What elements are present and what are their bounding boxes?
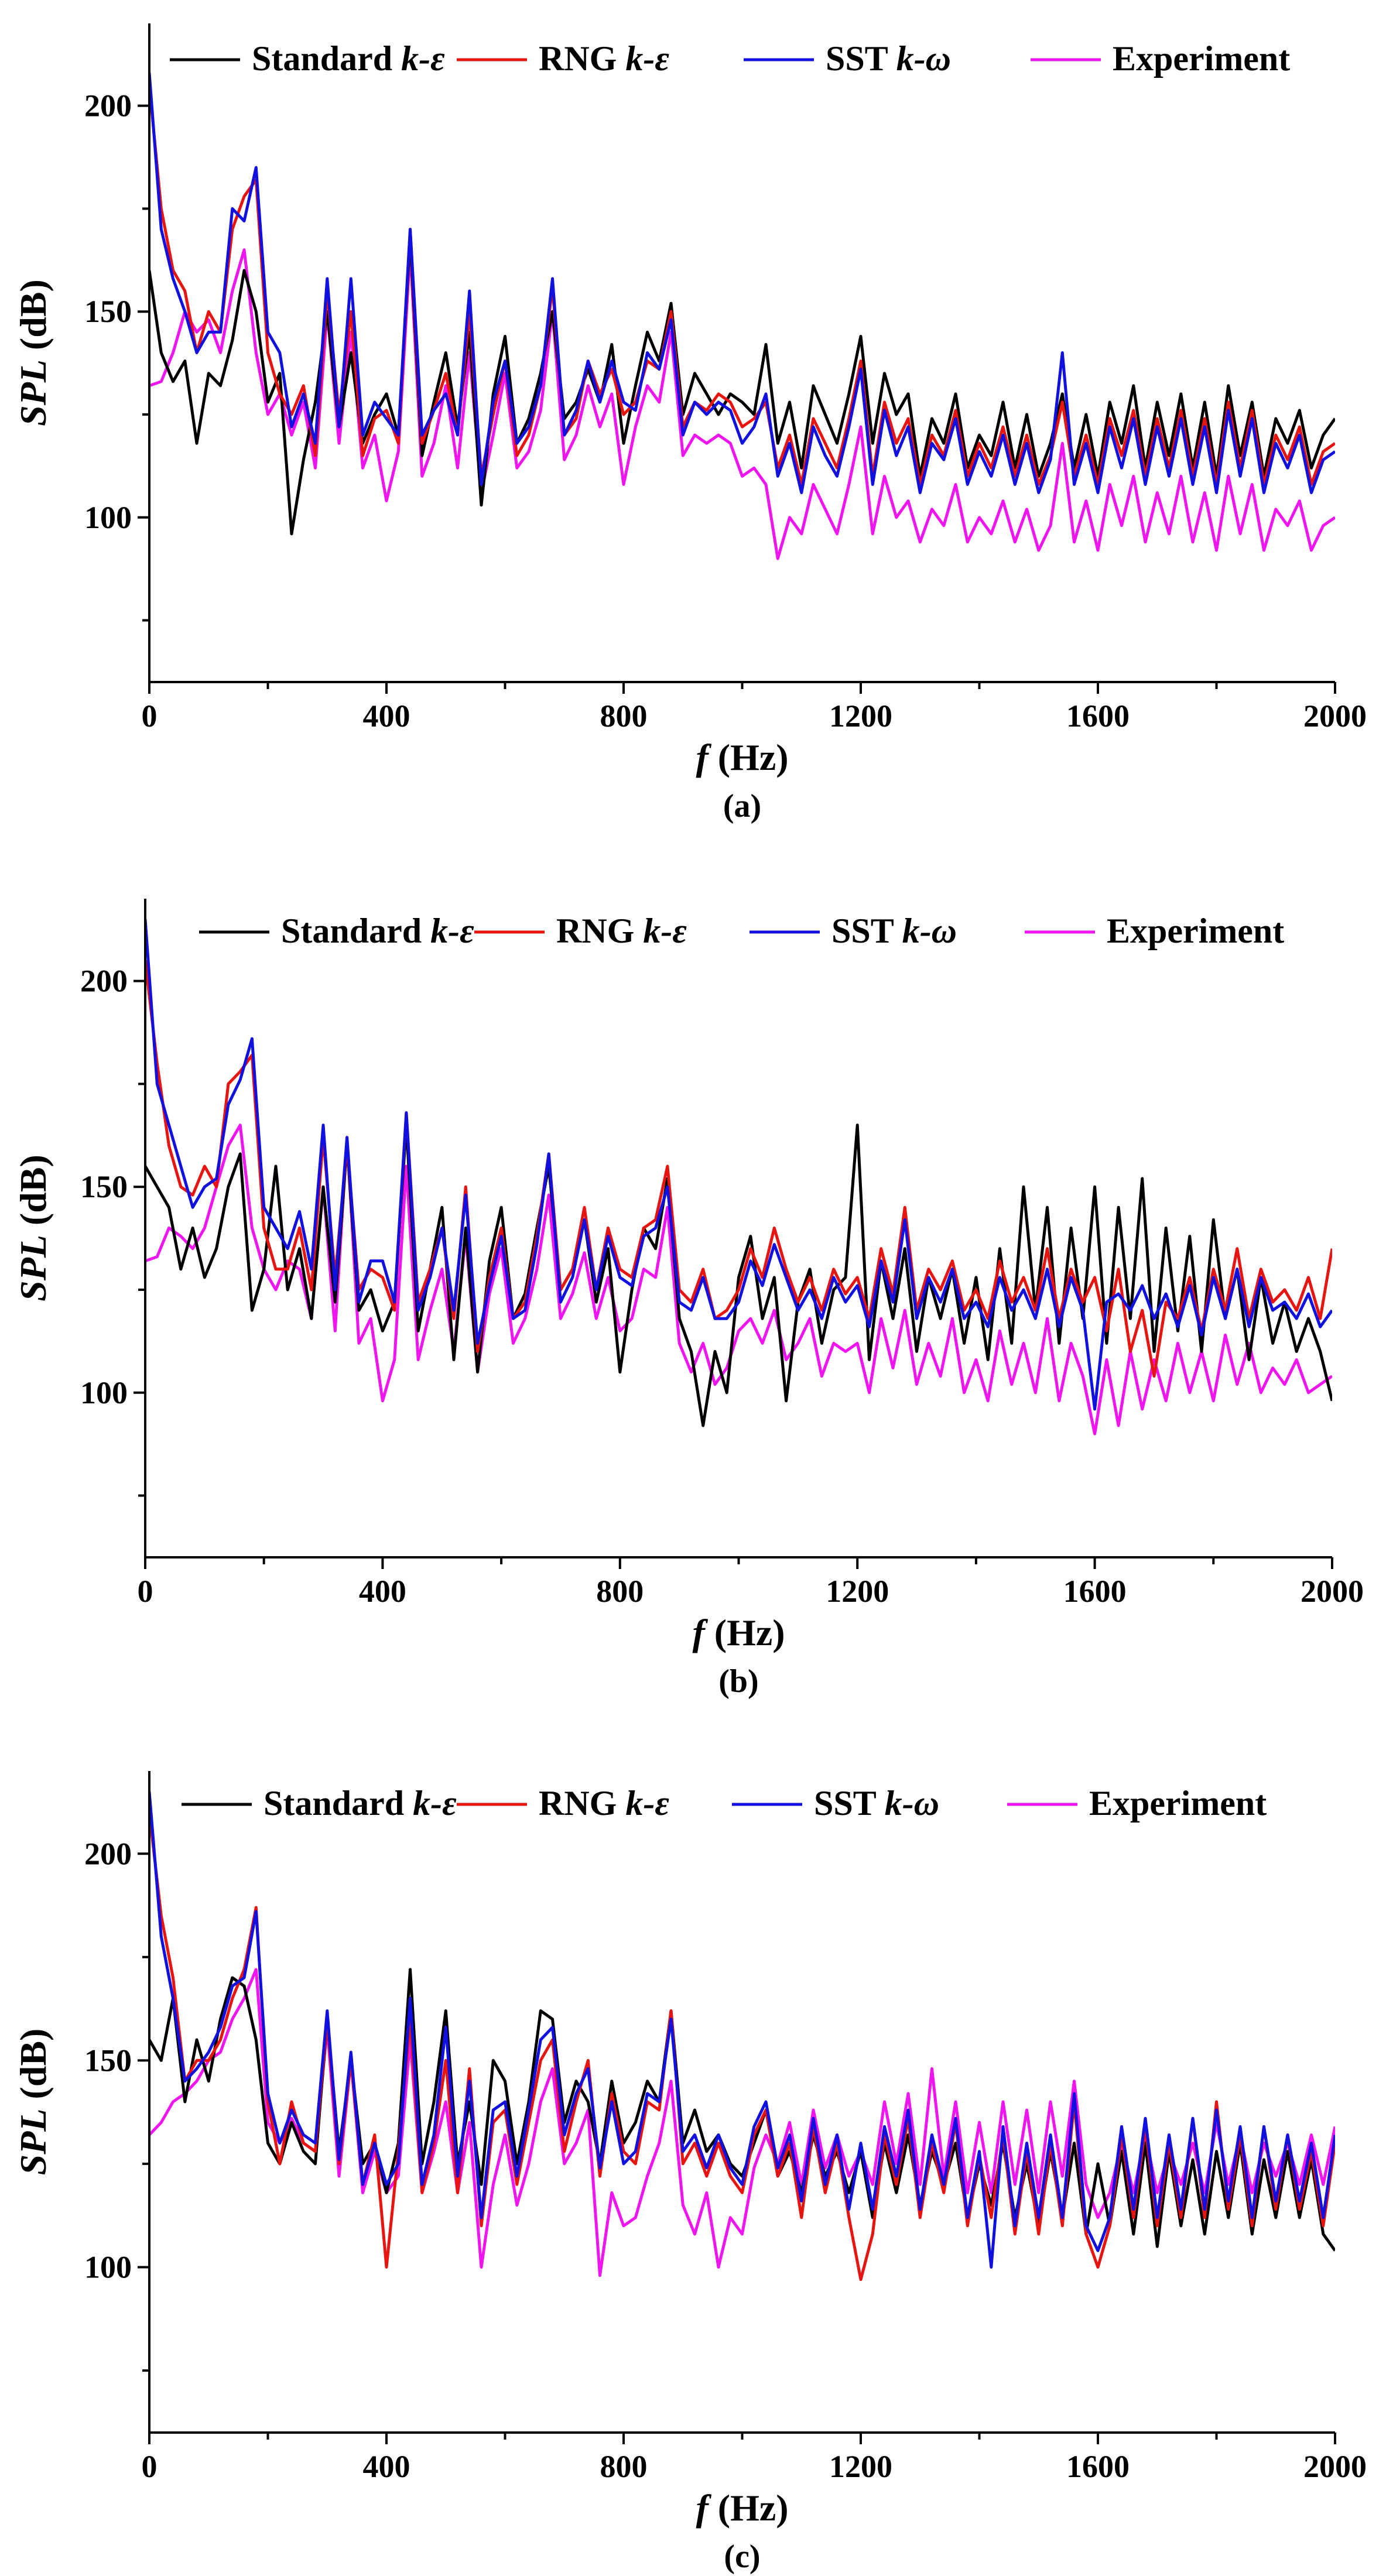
chart-panel-2: 0 400 800 1200 1600 2000 100 150 200 f (Hz) SPL (d… xyxy=(12,899,1364,1700)
legend-entry-label: SST k-ω xyxy=(831,912,957,950)
panel-label: (a) xyxy=(723,788,761,824)
chart-panel-1: 0 400 800 1200 1600 2000 100 150 200 f (Hz) SPL (d… xyxy=(12,23,1367,824)
legend: Standard k-ε RNG k-ε SST k-ω Experiment xyxy=(170,39,1290,78)
x-tick-label: 400 xyxy=(363,698,410,734)
x-tick-label: 0 xyxy=(142,2449,158,2484)
y-axis-label: SPL (dB) xyxy=(12,1155,54,1301)
x-tick-label: 800 xyxy=(600,2449,648,2484)
x-tick-label: 0 xyxy=(142,698,158,734)
x-tick-label: 400 xyxy=(363,2449,410,2484)
legend: Standard k-ε RNG k-ε SST k-ω Experiment xyxy=(182,1784,1267,1823)
x-axis-label: f (Hz) xyxy=(696,737,788,778)
y-tick-label: 150 xyxy=(80,1169,128,1204)
x-tick-label: 1200 xyxy=(829,2449,892,2484)
x-tick-label: 2000 xyxy=(1303,698,1367,734)
x-tick-label: 2000 xyxy=(1301,1574,1364,1609)
legend-entry-label: Experiment xyxy=(1089,1784,1267,1823)
y-tick-label: 100 xyxy=(84,500,132,535)
y-tick-label: 100 xyxy=(84,2250,132,2285)
y-tick-label: 150 xyxy=(84,2043,132,2078)
legend-entry-label: RNG k-ε xyxy=(556,912,687,950)
x-tick-label: 400 xyxy=(359,1574,406,1609)
legend-entry-label: RNG k-ε xyxy=(539,1784,669,1823)
series-line-standard-k-epsilon xyxy=(149,236,1335,536)
x-tick-label: 1600 xyxy=(1066,2449,1130,2484)
x-tick-label: 1600 xyxy=(1063,1574,1127,1609)
legend-entry-label: Experiment xyxy=(1107,912,1284,950)
x-tick-label: 0 xyxy=(138,1574,153,1609)
x-axis-label: f (Hz) xyxy=(692,1612,785,1653)
y-tick-label: 100 xyxy=(80,1375,128,1410)
series-line-sst-k-omega xyxy=(149,1791,1335,2269)
y-axis-label: SPL (dB) xyxy=(12,2029,54,2176)
y-tick-label: 150 xyxy=(84,294,132,329)
panel-label: (c) xyxy=(724,2539,760,2575)
series-line-sst-k-omega xyxy=(149,73,1335,495)
legend-entry-label: RNG k-ε xyxy=(539,39,669,78)
legend-entry-label: Standard k-ε xyxy=(281,912,474,950)
x-tick-label: 1200 xyxy=(829,698,892,734)
y-axis-label: SPL (dB) xyxy=(12,279,54,426)
legend-entry-label: SST k-ω xyxy=(814,1784,939,1823)
x-tick-label: 800 xyxy=(596,1574,644,1609)
legend-entry-label: SST k-ω xyxy=(826,39,951,78)
legend-entry-label: Standard k-ε xyxy=(252,39,445,78)
x-tick-label: 800 xyxy=(600,698,648,734)
legend-entry-label: Standard k-ε xyxy=(263,1784,457,1823)
chart-panel-3: 0 400 800 1200 1600 2000 100 150 200 f (Hz) SPL (d… xyxy=(12,1771,1367,2575)
x-axis-label: f (Hz) xyxy=(696,2487,788,2529)
x-tick-label: 1200 xyxy=(826,1574,889,1609)
legend-entry-label: Experiment xyxy=(1113,39,1290,78)
y-tick-label: 200 xyxy=(80,964,128,999)
x-tick-label: 1600 xyxy=(1066,698,1130,734)
x-tick-label: 2000 xyxy=(1303,2449,1367,2484)
series-line-standard-k-epsilon xyxy=(145,1123,1332,1427)
legend: Standard k-ε RNG k-ε SST k-ω Experiment xyxy=(199,912,1284,950)
series-line-rng-k-epsilon xyxy=(145,960,1332,1378)
y-tick-label: 200 xyxy=(84,88,132,124)
panel-label: (b) xyxy=(718,1663,758,1700)
series-line-sst-k-omega xyxy=(145,919,1332,1411)
y-tick-label: 200 xyxy=(84,1836,132,1871)
